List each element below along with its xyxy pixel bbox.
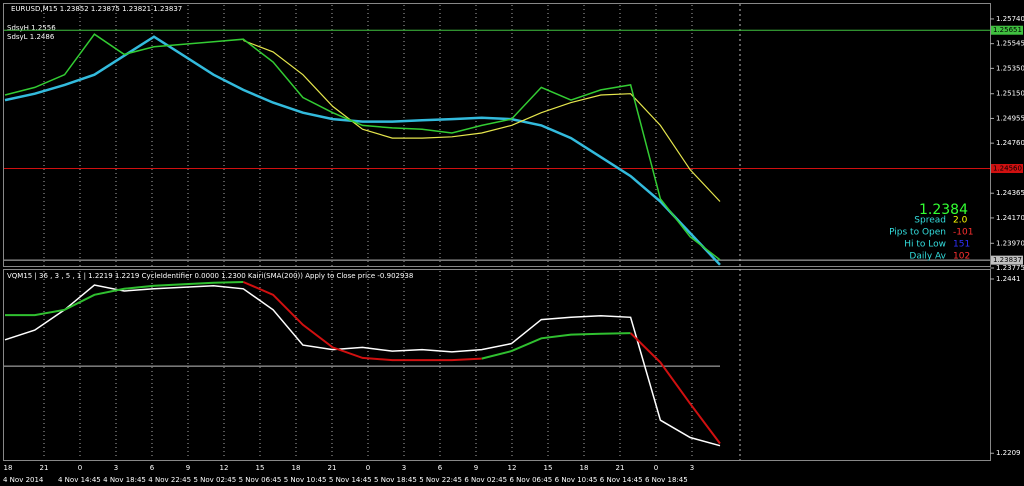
- sdsy-high: SdsyH 1.2556: [7, 24, 56, 32]
- level-label: 1.25651: [993, 26, 1022, 34]
- info-label: Hi to Low: [904, 240, 946, 250]
- info-label: Spread: [914, 216, 946, 226]
- y-tick-label: 1.2441: [996, 275, 1021, 283]
- hour-label: 21: [616, 464, 625, 472]
- y-tick-label: 1.24365: [996, 189, 1024, 197]
- date-label: 4 Nov 2014: [3, 476, 44, 484]
- hour-label: 18: [580, 464, 589, 472]
- level-label-box: [991, 164, 1023, 174]
- chart-header: EURUSD,M15 1.23852 1.23875 1.23821 1.238…: [11, 5, 182, 13]
- y-tick-label: 1.23970: [996, 239, 1024, 247]
- date-label: 6 Nov 02:45: [464, 476, 507, 484]
- hour-label: 18: [292, 464, 301, 472]
- level-label: 1.24560: [993, 165, 1022, 173]
- hour-label: 15: [544, 464, 553, 472]
- series-line: [4, 35, 721, 266]
- date-label: 6 Nov 10:45: [555, 476, 598, 484]
- date-label: 5 Nov 18:45: [374, 476, 417, 484]
- info-value: 2.0: [953, 216, 968, 226]
- series-line: [4, 284, 721, 447]
- series-line: [242, 281, 721, 445]
- y-tick-label: 1.2209: [996, 449, 1021, 457]
- level-label-box: [991, 25, 1023, 35]
- level-label: 1.23837: [993, 256, 1022, 264]
- date-label: 6 Nov 18:45: [645, 476, 688, 484]
- sdsy-low: SdsyL 1.2486: [7, 33, 55, 41]
- date-label: 4 Nov 14:45: [58, 476, 101, 484]
- hour-label: 0: [654, 464, 658, 472]
- hour-label: 3: [114, 464, 118, 472]
- hour-label: 0: [366, 464, 370, 472]
- y-tick-label: 1.24760: [996, 139, 1024, 147]
- series-line: [243, 39, 721, 202]
- date-label: 5 Nov 14:45: [329, 476, 372, 484]
- y-tick-label: 1.25545: [996, 40, 1024, 48]
- y-tick-label: 1.25740: [996, 15, 1024, 23]
- series-line: [5, 281, 631, 360]
- info-value: 151: [953, 240, 970, 250]
- y-tick-label: 1.23775: [996, 264, 1024, 272]
- current-price: 1.2384: [919, 202, 968, 218]
- info-value: -101: [953, 228, 973, 238]
- info-label: Daily Av: [909, 252, 946, 262]
- hour-label: 6: [150, 464, 155, 472]
- main-pane: [3, 3, 991, 267]
- hour-label: 3: [690, 464, 694, 472]
- date-label: 6 Nov 06:45: [510, 476, 553, 484]
- indicator-pane: [3, 269, 991, 461]
- date-label: 5 Nov 06:45: [239, 476, 282, 484]
- hour-label: 12: [508, 464, 517, 472]
- level-label-box: [991, 255, 1023, 265]
- y-tick-label: 1.24955: [996, 114, 1024, 122]
- hour-label: 6: [438, 464, 443, 472]
- hour-label: 0: [78, 464, 82, 472]
- hour-label: 3: [402, 464, 406, 472]
- hour-label: 18: [4, 464, 13, 472]
- date-label: 6 Nov 14:45: [600, 476, 643, 484]
- info-label: Pips to Open: [889, 228, 946, 238]
- hour-label: 21: [40, 464, 49, 472]
- hour-label: 12: [220, 464, 229, 472]
- y-tick-label: 1.25350: [996, 64, 1024, 72]
- hour-label: 15: [256, 464, 265, 472]
- date-label: 5 Nov 22:45: [419, 476, 462, 484]
- date-label: 5 Nov 10:45: [284, 476, 327, 484]
- y-tick-label: 1.24170: [996, 214, 1024, 222]
- series-line: [4, 33, 721, 261]
- y-tick-label: 1.25150: [996, 90, 1024, 98]
- hour-label: 9: [186, 464, 190, 472]
- date-label: 4 Nov 22:45: [148, 476, 191, 484]
- date-label: 4 Nov 18:45: [103, 476, 146, 484]
- info-value: 102: [953, 252, 970, 262]
- indicator-header: VQM15 | 36 , 3 , 5 , 1 | 1.2219 1.2219 C…: [7, 272, 413, 280]
- hour-label: 21: [328, 464, 337, 472]
- date-label: 5 Nov 02:45: [193, 476, 236, 484]
- hour-label: 9: [474, 464, 478, 472]
